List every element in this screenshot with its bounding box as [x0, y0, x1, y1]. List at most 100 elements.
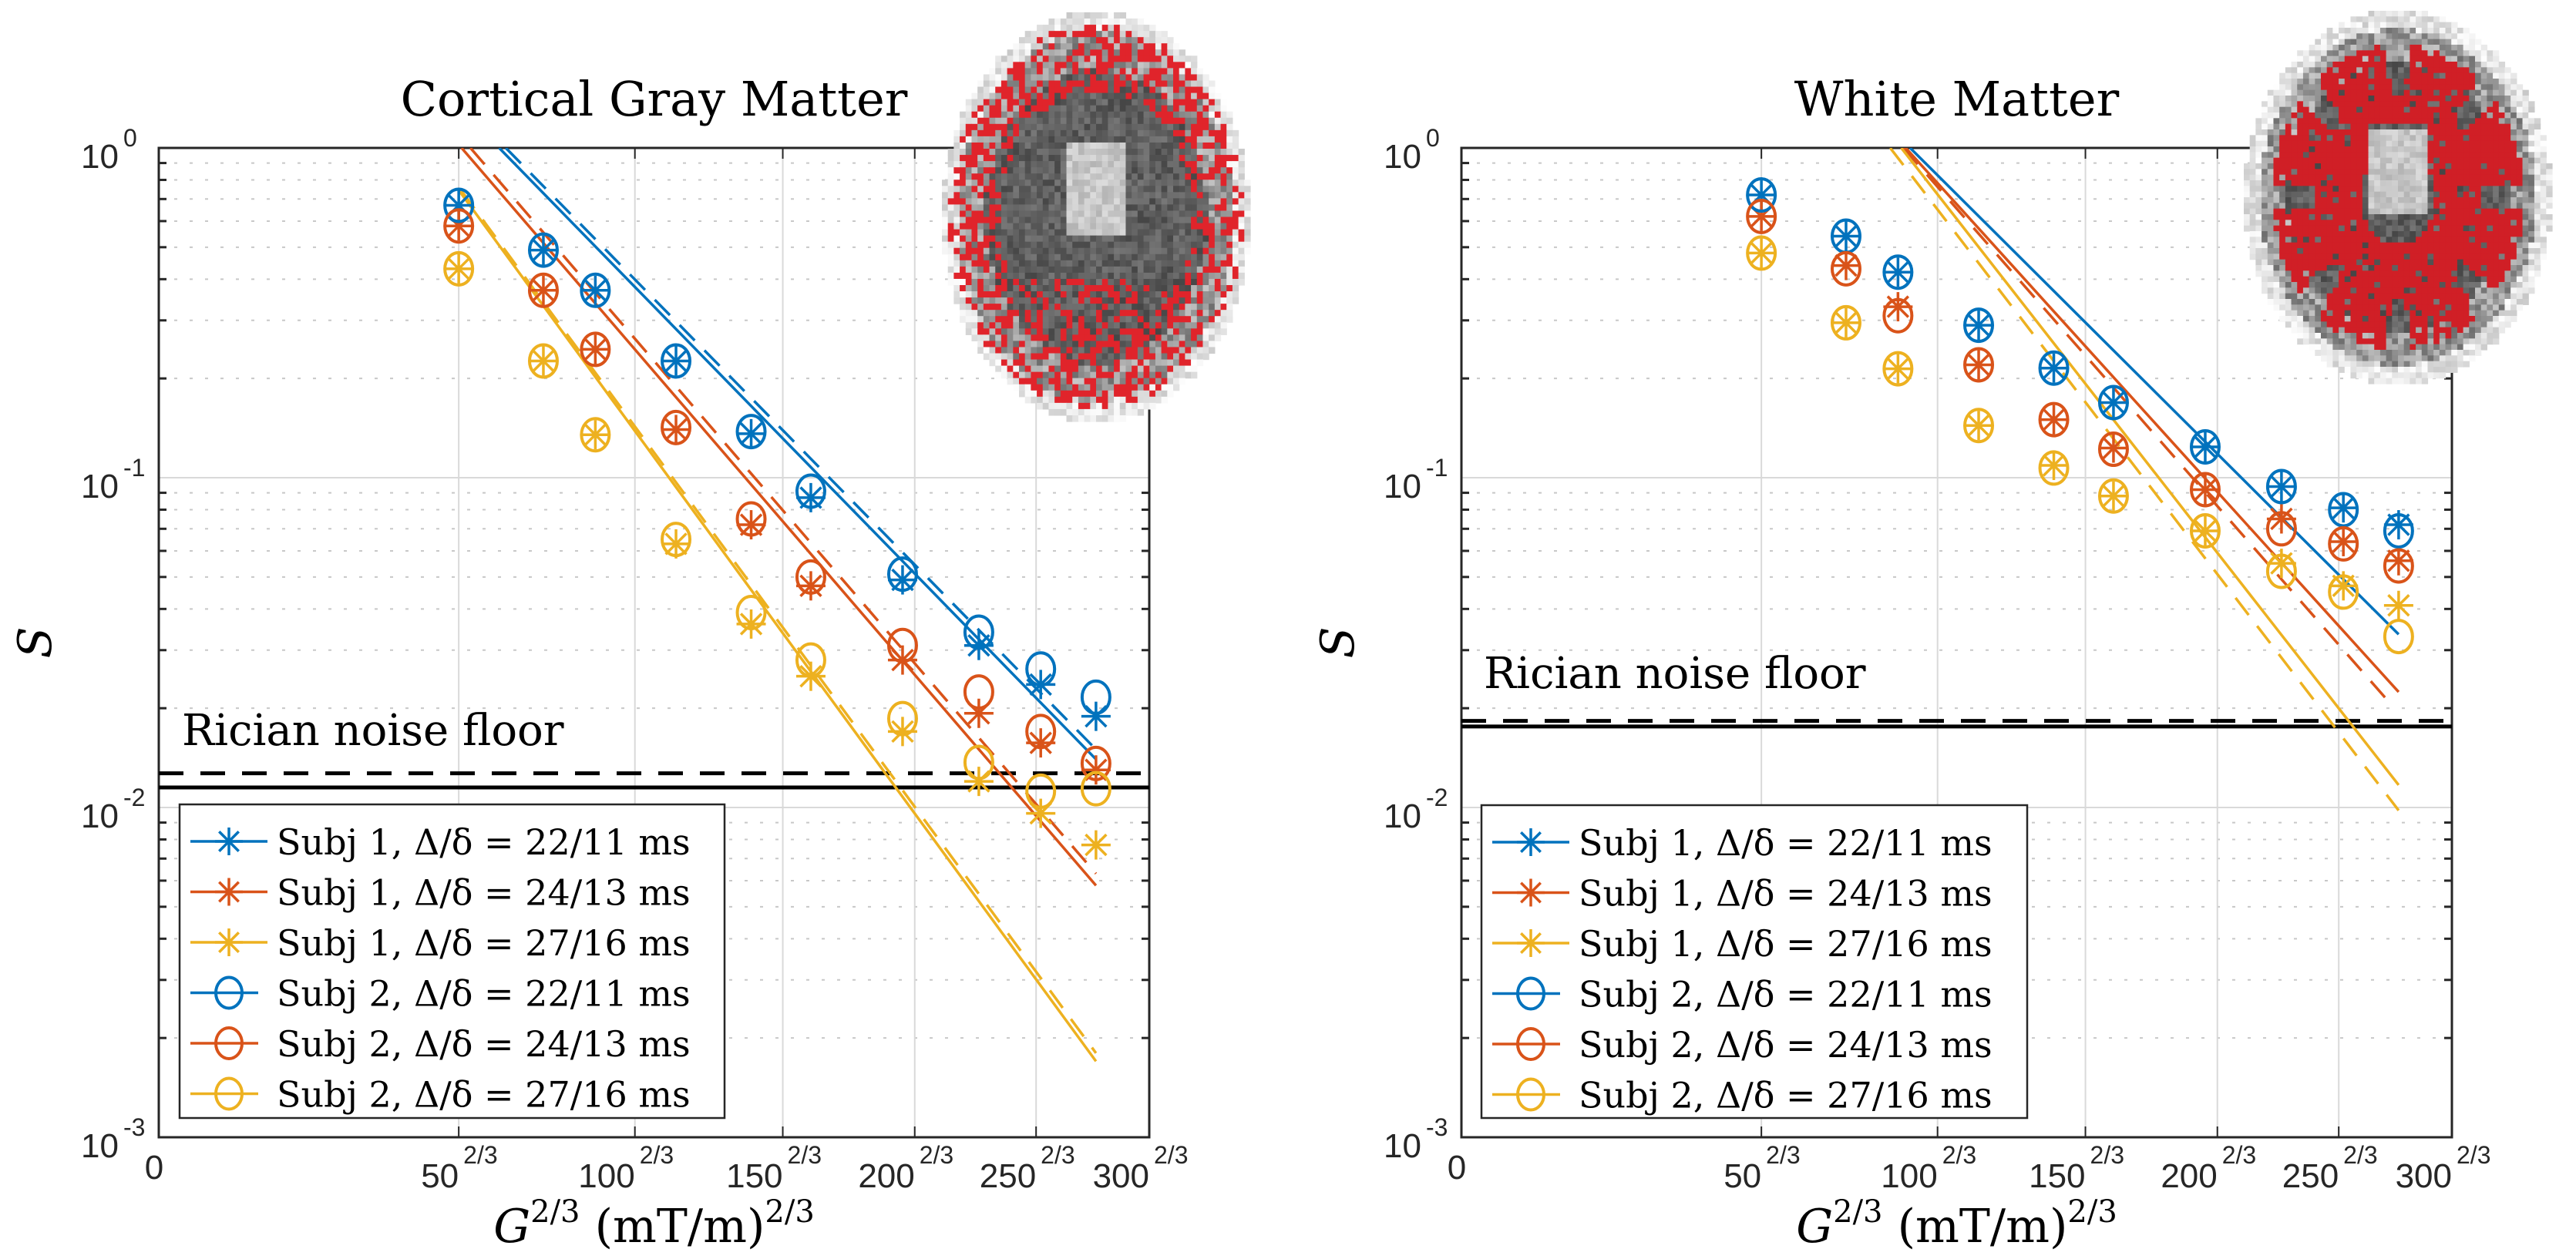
- brain-pixel: [2249, 157, 2256, 164]
- brain-pixel: [2451, 180, 2458, 186]
- brain-pixel: [2326, 33, 2333, 40]
- brain-pixel: [1072, 408, 1079, 416]
- brain-pixel: [1179, 297, 1185, 304]
- y-tick-exponent: -1: [1426, 454, 1448, 482]
- brain-pixel: [1232, 291, 1239, 298]
- brain-pixel: [2421, 22, 2429, 29]
- brain-pixel: [1226, 111, 1233, 119]
- brain-pixel: [1031, 80, 1037, 88]
- brain-pixel: [1000, 235, 1008, 243]
- brain-pixel: [1078, 74, 1085, 82]
- brain-pixel: [2487, 84, 2494, 91]
- brain-pixel: [2480, 67, 2487, 74]
- legend-item[interactable]: Subj 2, Δ/δ = 27/16 ms: [190, 1074, 691, 1116]
- brain-pixel: [1137, 99, 1145, 106]
- data-point-asterisk: [528, 346, 558, 376]
- brain-pixel: [2379, 152, 2387, 159]
- brain-pixel: [1119, 260, 1127, 267]
- brain-pixel: [1125, 18, 1132, 25]
- y-tick-exponent: -3: [123, 1113, 145, 1141]
- brain-pixel: [2350, 140, 2357, 147]
- brain-pixel: [2451, 39, 2458, 45]
- brain-pixel: [1214, 272, 1222, 280]
- brain-pixel: [1013, 186, 1020, 193]
- brain-pixel: [1042, 371, 1050, 379]
- brain-pixel: [2392, 84, 2399, 91]
- brain-pixel: [1149, 304, 1156, 311]
- brain-pixel: [1054, 396, 1061, 404]
- brain-pixel: [1161, 297, 1168, 304]
- brain-pixel: [1167, 123, 1174, 131]
- brain-pixel: [1179, 334, 1185, 342]
- brain-pixel: [1096, 253, 1103, 261]
- brain-pixel: [1119, 334, 1127, 342]
- brain-pixel: [2273, 242, 2280, 249]
- brain-pixel: [2463, 225, 2470, 232]
- brain-pixel: [1054, 198, 1061, 206]
- brain-pixel: [2356, 39, 2363, 45]
- brain-pixel: [1173, 322, 1180, 329]
- brain-pixel: [2522, 129, 2529, 136]
- brain-pixel: [1060, 217, 1068, 224]
- brain-pixel: [2350, 146, 2357, 153]
- brain-pixel: [2309, 157, 2315, 164]
- brain-pixel: [1161, 253, 1168, 261]
- legend-item[interactable]: Subj 1, Δ/δ = 24/13 ms: [190, 872, 691, 914]
- brain-pixel: [965, 167, 973, 174]
- brain-pixel: [2469, 50, 2476, 57]
- brain-pixel: [1042, 235, 1050, 243]
- brain-pixel: [1114, 25, 1121, 32]
- legend-item[interactable]: Subj 1, Δ/δ = 22/11 ms: [190, 821, 691, 863]
- brain-pixel: [977, 285, 984, 292]
- brain-pixel: [2386, 28, 2393, 34]
- legend-item[interactable]: Subj 2, Δ/δ = 24/13 ms: [190, 1023, 691, 1065]
- brain-pixel: [2374, 208, 2381, 215]
- brain-pixel: [2285, 157, 2292, 164]
- brain-pixel: [1119, 402, 1127, 410]
- brain-pixel: [1149, 334, 1156, 342]
- brain-pixel: [1060, 173, 1068, 180]
- brain-pixel: [1066, 402, 1073, 410]
- brain-pixel: [2315, 123, 2322, 130]
- brain-pixel: [2522, 140, 2529, 147]
- brain-pixel: [2279, 123, 2286, 130]
- brain-pixel: [1066, 55, 1073, 62]
- brain-pixel: [1037, 371, 1044, 379]
- brain-pixel: [2332, 203, 2339, 210]
- brain-pixel: [1149, 129, 1156, 137]
- brain-pixel: [1007, 111, 1014, 119]
- brain-pixel: [2379, 135, 2387, 142]
- brain-pixel: [2498, 112, 2506, 119]
- brain-pixel: [1196, 253, 1204, 261]
- brain-pixel: [2297, 106, 2304, 113]
- brain-pixel: [1173, 210, 1180, 218]
- brain-pixel: [2475, 50, 2482, 57]
- brain-pixel: [2379, 180, 2387, 186]
- brain-pixel: [1137, 123, 1145, 131]
- brain-pixel: [1054, 55, 1061, 62]
- brain-pixel: [983, 241, 990, 249]
- brain-pixel: [1037, 136, 1044, 143]
- brain-pixel: [1137, 247, 1145, 255]
- brain-pixel: [995, 241, 1002, 249]
- brain-pixel: [983, 180, 990, 186]
- brain-pixel: [1185, 359, 1192, 367]
- brain-pixel: [1108, 285, 1115, 292]
- brain-pixel: [1048, 408, 1055, 416]
- legend-item[interactable]: Subj 2, Δ/δ = 22/11 ms: [190, 973, 691, 1015]
- brain-pixel: [1060, 167, 1068, 174]
- brain-pixel: [1042, 378, 1050, 385]
- brain-pixel: [1090, 123, 1097, 131]
- brain-pixel: [1000, 129, 1008, 137]
- brain-pixel: [1226, 272, 1233, 280]
- brain-pixel: [2326, 140, 2333, 147]
- brain-pixel: [1013, 223, 1020, 230]
- brain-pixel: [1108, 266, 1115, 274]
- brain-pixel: [1042, 31, 1050, 38]
- brain-pixel: [960, 117, 967, 125]
- brain-pixel: [1060, 136, 1068, 143]
- brain-pixel: [989, 86, 996, 94]
- brain-pixel: [2273, 101, 2280, 108]
- legend-item[interactable]: Subj 1, Δ/δ = 27/16 ms: [190, 922, 691, 964]
- brain-pixel: [1202, 117, 1209, 125]
